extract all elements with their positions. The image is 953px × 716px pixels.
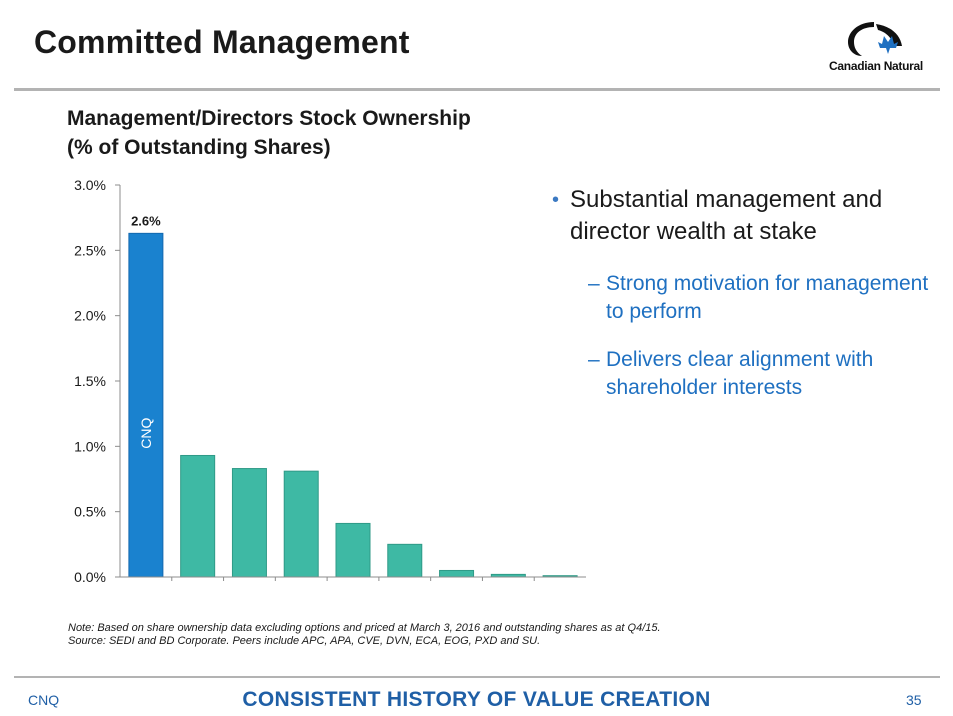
chart-bar <box>387 543 423 578</box>
bar-data-label: 2.6% <box>131 213 161 228</box>
chart-bar <box>439 569 475 578</box>
chart-title-line1: Management/Directors Stock Ownership <box>67 107 471 130</box>
main-bullet-text: Substantial management and director weal… <box>570 186 883 245</box>
logo-mark-icon <box>848 22 902 56</box>
chart-bar <box>128 232 164 578</box>
chart-bar <box>231 468 267 578</box>
sub-bullet-text: Delivers clear alignment with shareholde… <box>606 348 874 399</box>
header-divider <box>14 88 940 91</box>
chart-title-line2: (% of Outstanding Shares) <box>67 136 331 159</box>
logo-text: Canadian Natural <box>829 59 923 73</box>
dash-icon: – <box>588 272 600 295</box>
y-tick-label: 1.5% <box>74 373 106 389</box>
footnote: Note: Based on share ownership data excl… <box>68 622 661 648</box>
sub-bullet: – Strong motivation for management to pe… <box>552 270 942 326</box>
slide-title: Committed Management <box>34 24 410 60</box>
page-number: 35 <box>906 692 922 708</box>
y-tick-label: 0.5% <box>74 504 106 520</box>
chart-bar <box>335 522 371 578</box>
chart-bar <box>283 470 319 578</box>
footer-ticker: CNQ <box>28 692 60 708</box>
y-tick-label: 2.5% <box>74 242 106 258</box>
footer-tagline: CONSISTENT HISTORY OF VALUE CREATION <box>242 688 711 711</box>
y-tick-label: 3.0% <box>74 177 106 193</box>
key-points: • Substantial management and director we… <box>552 184 942 402</box>
chart-title: Management/Directors Stock Ownership (% … <box>67 104 471 162</box>
main-bullet: • Substantial management and director we… <box>552 184 942 248</box>
y-tick-label: 2.0% <box>74 308 106 324</box>
y-tick-label: 0.0% <box>74 569 106 585</box>
chart-bar <box>180 454 216 578</box>
bar-category-label: CNQ <box>138 418 154 449</box>
bullet-dot-icon: • <box>552 189 560 211</box>
footnote-source: Source: SEDI and BD Corporate. Peers inc… <box>68 635 541 647</box>
footnote-note: Note: Based on share ownership data excl… <box>68 622 661 634</box>
sub-bullet-text: Strong motivation for management to perf… <box>606 272 929 323</box>
company-logo: Canadian Natural <box>816 16 936 76</box>
footer-divider <box>14 676 940 678</box>
sub-bullet: – Delivers clear alignment with sharehol… <box>552 346 942 402</box>
dash-icon: – <box>588 348 600 371</box>
y-tick-label: 1.0% <box>74 438 106 454</box>
